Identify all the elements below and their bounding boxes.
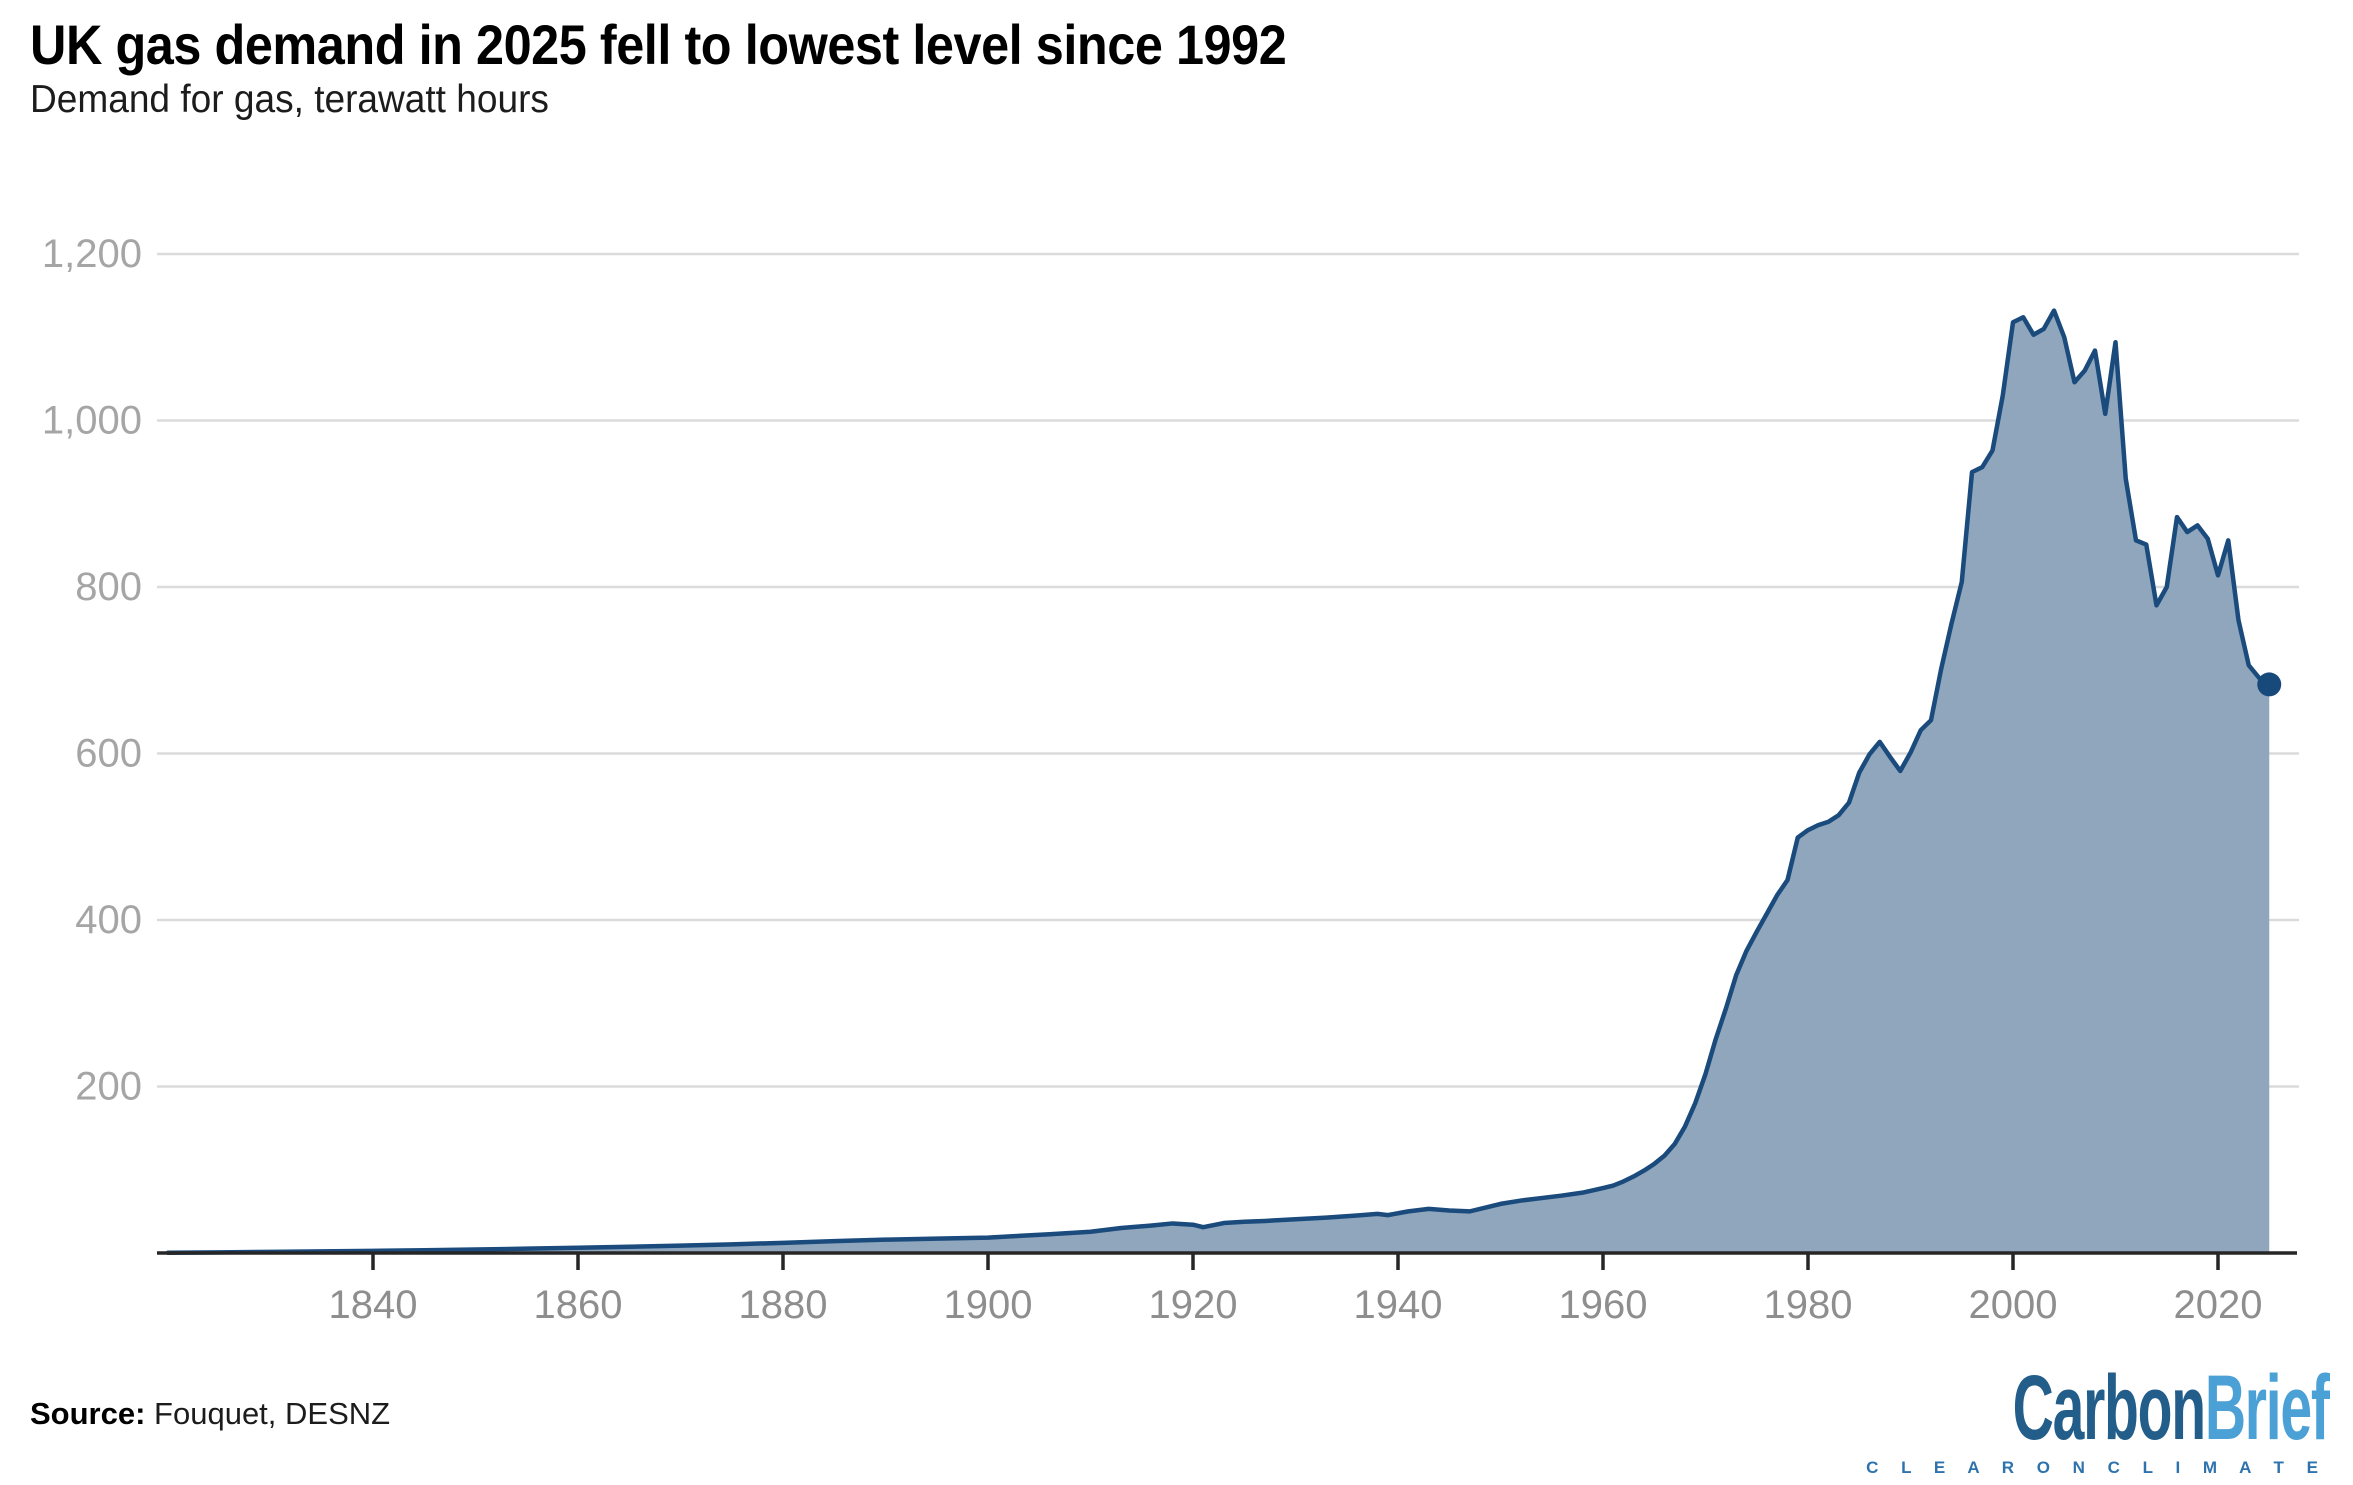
- x-tick-label: 1860: [534, 1283, 623, 1327]
- chart-subtitle: Demand for gas, terawatt hours: [30, 78, 549, 121]
- x-tick-label: 1980: [1764, 1283, 1853, 1327]
- x-tick-label: 2000: [1969, 1283, 2058, 1327]
- x-tick-label: 1920: [1149, 1283, 1238, 1327]
- source-value: Fouquet, DESNZ: [154, 1396, 391, 1431]
- page-title: UK gas demand in 2025 fell to lowest lev…: [30, 13, 1287, 76]
- demand-line: [165, 308, 2272, 1255]
- source-note: Source: Fouquet, DESNZ: [30, 1396, 390, 1432]
- x-tick-label: 1900: [944, 1283, 1033, 1327]
- y-tick-label: 1,000: [42, 399, 142, 443]
- carbonbrief-logo: CarbonBrief C L E A R O N C L I M A T E: [1819, 1362, 2330, 1478]
- source-label: Source:: [30, 1396, 146, 1431]
- latest-value-dot: [2257, 672, 2282, 697]
- y-tick-label: 200: [75, 1065, 142, 1109]
- x-tick-label: 1960: [1559, 1283, 1648, 1327]
- y-tick-label: 400: [75, 898, 142, 942]
- demand-area: [168, 310, 2270, 1253]
- logo-tagline: C L E A R O N C L I M A T E: [1866, 1458, 2327, 1477]
- carbonbrief-wordmark: CarbonBrief: [2013, 1362, 2330, 1454]
- x-tick-label: 1940: [1354, 1283, 1443, 1327]
- x-tick-label: 1880: [739, 1283, 828, 1327]
- logo-brief-text: Brief: [2205, 1357, 2330, 1459]
- logo-carbon-text: Carbon: [2013, 1357, 2206, 1459]
- x-tick-label: 1840: [329, 1283, 418, 1327]
- x-tick-label: 2020: [2174, 1283, 2263, 1327]
- y-tick-label: 800: [75, 565, 142, 609]
- y-tick-label: 600: [75, 732, 142, 776]
- y-tick-label: 1,200: [42, 232, 142, 276]
